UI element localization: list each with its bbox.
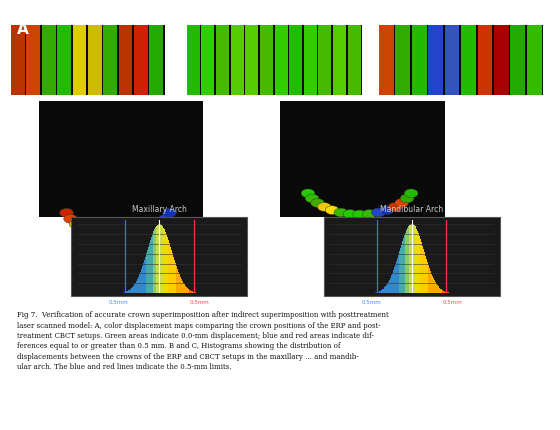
Ellipse shape (311, 199, 324, 207)
FancyBboxPatch shape (412, 25, 427, 95)
Text: A: A (17, 22, 29, 37)
FancyBboxPatch shape (186, 25, 200, 95)
Ellipse shape (380, 206, 394, 215)
FancyBboxPatch shape (324, 218, 500, 296)
FancyBboxPatch shape (11, 25, 25, 95)
Text: Mandibular Arch: Mandibular Arch (380, 206, 444, 215)
Ellipse shape (400, 194, 414, 203)
Ellipse shape (130, 231, 144, 240)
FancyBboxPatch shape (11, 25, 165, 95)
FancyBboxPatch shape (319, 25, 332, 95)
FancyBboxPatch shape (186, 25, 362, 95)
FancyBboxPatch shape (88, 25, 102, 95)
FancyBboxPatch shape (231, 25, 244, 95)
Ellipse shape (84, 228, 97, 237)
FancyBboxPatch shape (216, 25, 229, 95)
FancyBboxPatch shape (511, 25, 525, 95)
FancyBboxPatch shape (260, 25, 273, 95)
Ellipse shape (388, 203, 402, 211)
FancyBboxPatch shape (379, 25, 394, 95)
FancyBboxPatch shape (26, 25, 40, 95)
Ellipse shape (102, 233, 115, 242)
Text: Fig 7.  Verification of accurate crown superimposition after indirect superimpos: Fig 7. Verification of accurate crown su… (17, 311, 388, 371)
Ellipse shape (69, 220, 83, 229)
Text: B: B (22, 229, 32, 243)
FancyBboxPatch shape (527, 25, 542, 95)
FancyBboxPatch shape (39, 101, 203, 218)
Ellipse shape (325, 206, 339, 215)
Ellipse shape (371, 208, 385, 217)
FancyBboxPatch shape (42, 25, 55, 95)
FancyBboxPatch shape (478, 25, 492, 95)
FancyBboxPatch shape (445, 25, 459, 95)
Text: 0.5mm: 0.5mm (361, 300, 381, 304)
Ellipse shape (92, 231, 106, 240)
FancyBboxPatch shape (103, 25, 117, 95)
FancyBboxPatch shape (280, 101, 445, 218)
Ellipse shape (353, 210, 366, 219)
Text: C: C (280, 229, 290, 243)
FancyBboxPatch shape (150, 25, 163, 95)
FancyBboxPatch shape (73, 25, 86, 95)
Ellipse shape (163, 209, 176, 217)
FancyBboxPatch shape (494, 25, 509, 95)
FancyBboxPatch shape (202, 25, 214, 95)
Ellipse shape (343, 209, 357, 218)
Text: Maxillary Arch: Maxillary Arch (132, 206, 186, 215)
FancyBboxPatch shape (119, 25, 132, 95)
FancyBboxPatch shape (461, 25, 476, 95)
FancyBboxPatch shape (333, 25, 346, 95)
Ellipse shape (64, 215, 77, 223)
Ellipse shape (147, 224, 160, 233)
FancyBboxPatch shape (274, 25, 287, 95)
FancyBboxPatch shape (57, 25, 71, 95)
FancyBboxPatch shape (348, 25, 361, 95)
Ellipse shape (76, 224, 90, 233)
Text: 0.5mm: 0.5mm (190, 300, 209, 304)
FancyBboxPatch shape (72, 218, 247, 296)
Ellipse shape (334, 208, 348, 217)
Ellipse shape (139, 228, 152, 237)
Ellipse shape (153, 220, 167, 229)
Ellipse shape (404, 189, 418, 198)
Ellipse shape (305, 194, 319, 203)
FancyBboxPatch shape (289, 25, 302, 95)
FancyBboxPatch shape (245, 25, 258, 95)
Ellipse shape (60, 209, 73, 217)
Ellipse shape (159, 215, 172, 223)
Ellipse shape (111, 233, 125, 242)
FancyBboxPatch shape (379, 25, 543, 95)
Ellipse shape (362, 209, 376, 218)
Ellipse shape (301, 189, 315, 198)
Ellipse shape (395, 199, 408, 207)
Text: 0.5mm: 0.5mm (442, 300, 462, 304)
FancyBboxPatch shape (134, 25, 148, 95)
FancyBboxPatch shape (428, 25, 443, 95)
Ellipse shape (121, 233, 134, 242)
FancyBboxPatch shape (304, 25, 317, 95)
Text: 0.5mm: 0.5mm (109, 300, 129, 304)
FancyBboxPatch shape (395, 25, 410, 95)
Ellipse shape (318, 203, 331, 211)
